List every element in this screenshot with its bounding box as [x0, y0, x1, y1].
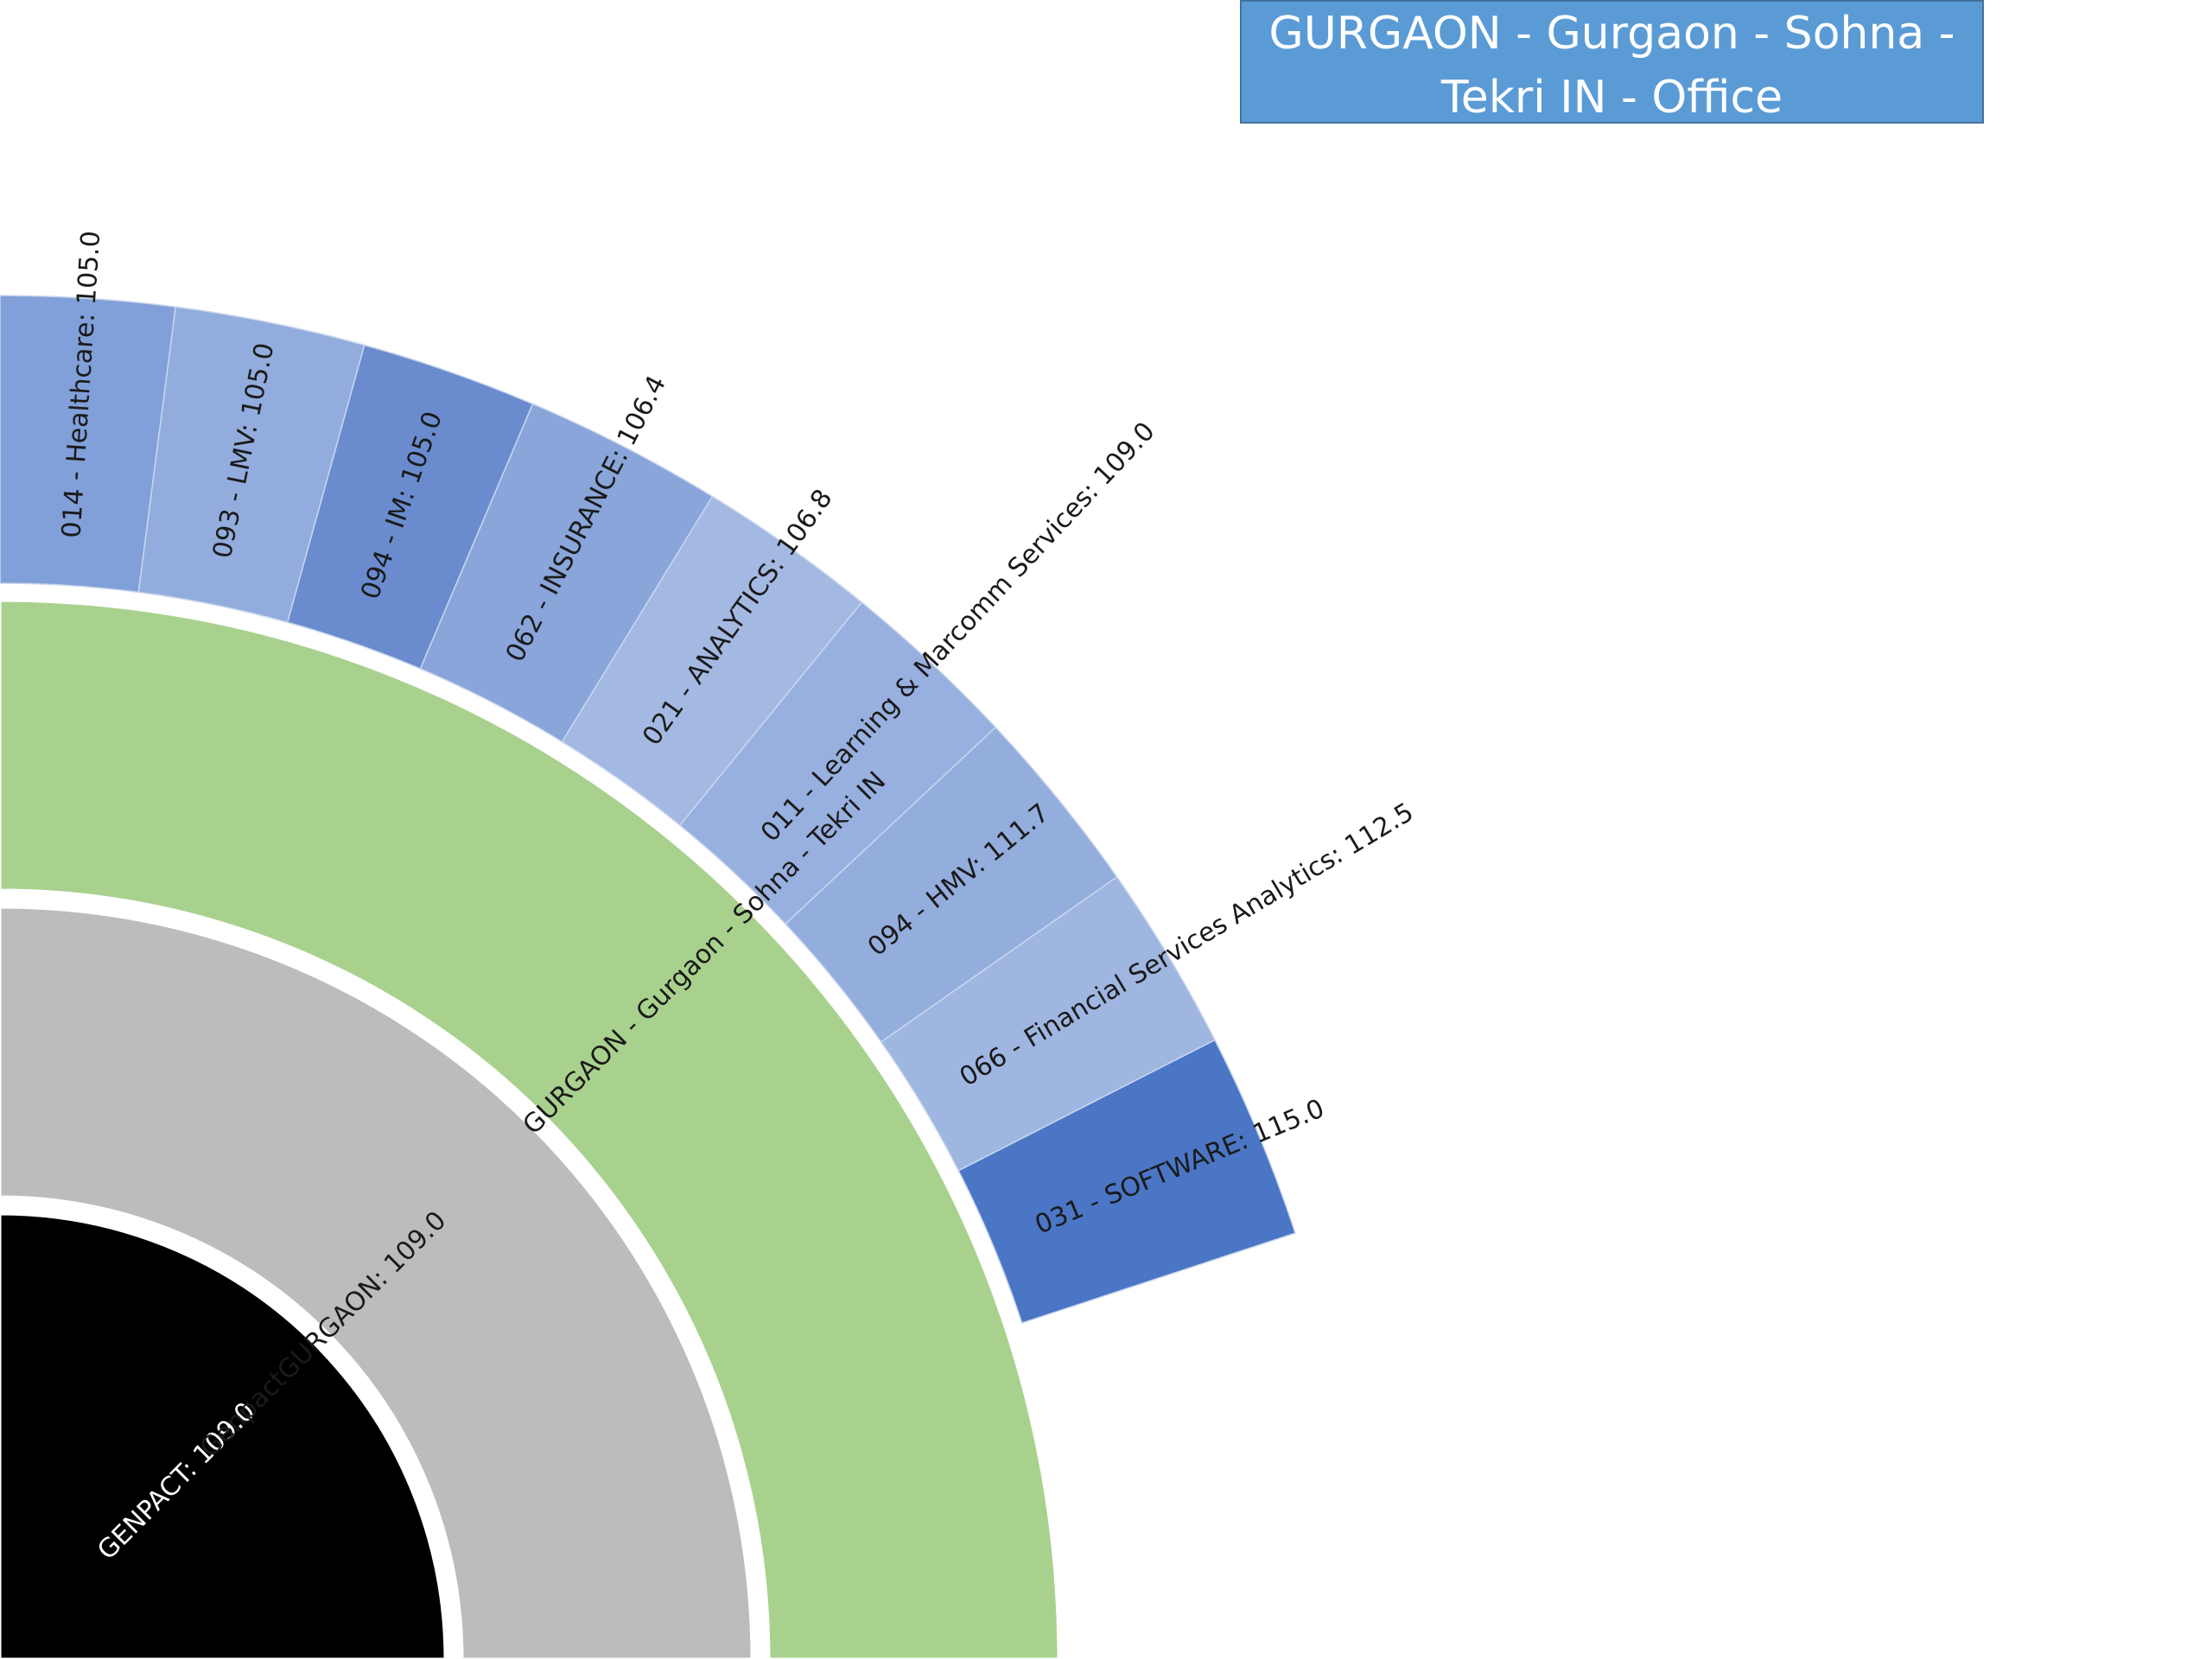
ring3-segment — [0, 599, 1060, 1659]
callout-line-2: Tekri IN - Office — [1440, 72, 1783, 124]
outer-segment-9 — [957, 1039, 1297, 1325]
ring2-segment — [0, 906, 753, 1659]
ring1-segment — [0, 1212, 447, 1659]
callout-line-1: GURGAON - Gurgaon - Sohna - — [1268, 8, 1955, 60]
chart-callout: GURGAON - Gurgaon - Sohna - Tekri IN - O… — [1240, 0, 1984, 124]
